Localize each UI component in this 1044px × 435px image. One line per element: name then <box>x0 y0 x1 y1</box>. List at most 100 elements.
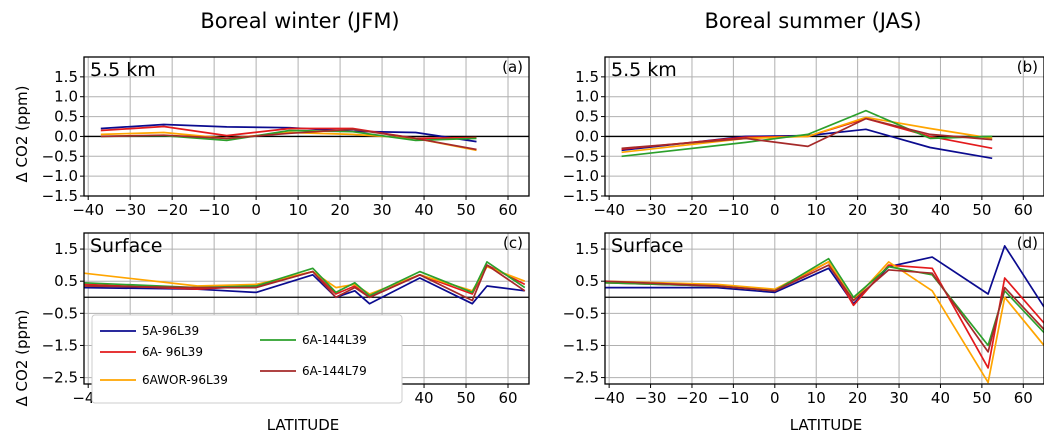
y-axis-label-upper: Δ CO2 (ppm) <box>13 86 31 183</box>
x-tick-label: 0 <box>770 201 780 219</box>
y-tick-label: −2.5 <box>563 369 599 387</box>
y-tick-label: 1.5 <box>54 68 78 86</box>
legend-label: 6A-144L79 <box>302 364 367 378</box>
series-line-6a-144l39 <box>84 261 526 297</box>
panel-0: −40 −30 −20 −10 0 10 20 30 40 50 60 1.5 1.0 0.50.0 −0.… <box>42 56 530 219</box>
x-tick-label: 40 <box>931 201 950 219</box>
x-tick-label: −30 <box>114 201 146 219</box>
y-tick-label: 1.5 <box>54 240 78 258</box>
y-tick-label: 0.5 <box>575 272 599 290</box>
panel-frame <box>83 56 530 197</box>
y-tick-label: −0.5 <box>42 147 78 165</box>
series-group <box>605 245 1044 384</box>
x-tick-label: 60 <box>1014 201 1033 219</box>
legend: 5A-96L39 6A- 96L39 6AWOR-96L39 6A-144L39 6A-… <box>91 314 403 404</box>
y-tick-label: 1.5 <box>575 68 599 86</box>
x-tick-label: −10 <box>198 201 230 219</box>
y-tick-label: 1.0 <box>54 88 78 106</box>
x-tick-label: 40 <box>415 389 434 407</box>
x-tick-label: 0 <box>770 389 780 407</box>
panel-frame <box>604 232 1044 385</box>
x-axis-label-left: LATITUDE <box>267 416 340 434</box>
x-tick-label: 60 <box>1014 389 1033 407</box>
x-tick-label: 30 <box>890 201 909 219</box>
x-tick-label: 50 <box>456 389 475 407</box>
x-tick-label: 60 <box>498 201 517 219</box>
x-tick-label: 10 <box>807 389 826 407</box>
series-group <box>100 123 477 152</box>
y-tick-label: −2.5 <box>42 369 78 387</box>
y-tick-label: 1.5 <box>575 240 599 258</box>
x-tick-label: 30 <box>890 389 909 407</box>
panel-level-label: Surface <box>611 235 683 257</box>
x-tick-label: 50 <box>456 201 475 219</box>
column-title-winter: Boreal winter (JFM) <box>200 9 399 33</box>
y-tick-label: −1.0 <box>42 167 78 185</box>
y-axis-label-lower: Δ CO2 (ppm) <box>13 310 31 407</box>
x-tick-label: 60 <box>498 389 517 407</box>
y-tick-label: −0.5 <box>563 304 599 322</box>
y-tick-label: −0.5 <box>563 147 599 165</box>
legend-frame <box>91 314 403 404</box>
y-tick-label: −0.5 <box>42 304 78 322</box>
series-line-6awor-96l39 <box>605 261 1044 384</box>
x-tick-label: 10 <box>807 201 826 219</box>
y-tick-label: −1.5 <box>42 336 78 354</box>
y-tick-label: 0.5 <box>54 108 78 126</box>
y-tick-label: −1.0 <box>563 167 599 185</box>
x-tick-label: 20 <box>848 389 867 407</box>
series-line-6a-144l79 <box>605 264 1044 353</box>
series-line-6a-144l79 <box>100 128 477 151</box>
panel-3: −40 −30 −20 −10 0 10 20 30 40 50 60 1.5 0.5 −0.5 −1.5 −… <box>563 232 1044 407</box>
x-tick-label: 10 <box>289 201 308 219</box>
x-tick-label: −30 <box>635 389 667 407</box>
y-tick-label: −1.5 <box>563 187 599 205</box>
x-tick-label: 30 <box>373 201 392 219</box>
panel-letter-label: (d) <box>1017 234 1038 252</box>
series-group <box>84 261 526 305</box>
x-tick-label: −40 <box>72 201 104 219</box>
series-line-6a-144l79 <box>621 117 993 150</box>
panel-letter-label: (c) <box>503 234 523 252</box>
column-title-summer: Boreal summer (JAS) <box>704 9 921 33</box>
legend-label: 6AWOR-96L39 <box>142 373 228 387</box>
x-tick-label: −20 <box>676 201 708 219</box>
panel-frame <box>604 56 1044 197</box>
x-tick-label: −30 <box>635 201 667 219</box>
y-tick-label: −1.5 <box>42 187 78 205</box>
series-group <box>621 109 993 160</box>
series-line-6a-144l39 <box>621 109 993 158</box>
x-tick-label: 20 <box>848 201 867 219</box>
series-line-6a-96l39 <box>605 261 1044 369</box>
x-tick-label: 50 <box>972 201 991 219</box>
panel-level-label: Surface <box>90 235 162 257</box>
panel-level-label: 5.5 km <box>611 59 677 81</box>
x-tick-label: −10 <box>718 389 750 407</box>
legend-label: 6A- 96L39 <box>142 345 203 359</box>
x-tick-label: 40 <box>931 389 950 407</box>
series-line-5a-96l39 <box>84 273 525 305</box>
x-tick-label: −40 <box>593 389 625 407</box>
legend-label: 5A-96L39 <box>142 324 199 338</box>
panel-letter-label: (a) <box>502 58 523 76</box>
x-tick-label: 40 <box>415 201 434 219</box>
x-tick-label: −20 <box>156 201 188 219</box>
x-tick-label: 20 <box>331 201 350 219</box>
y-tick-label: 0.0 <box>575 127 599 145</box>
series-line-6a-144l79 <box>84 264 526 302</box>
x-axis-label-right: LATITUDE <box>790 416 863 434</box>
x-tick-label: −40 <box>593 201 625 219</box>
y-tick-label: 0.5 <box>575 108 599 126</box>
legend-label: 6A-144L39 <box>302 333 367 347</box>
x-tick-label: −20 <box>676 389 708 407</box>
series-line-6a-144l39 <box>605 257 1044 347</box>
x-tick-label: −10 <box>718 201 750 219</box>
x-tick-label: 50 <box>972 389 991 407</box>
y-tick-label: 0.0 <box>54 127 78 145</box>
panel-letter-label: (b) <box>1017 58 1038 76</box>
panel-level-label: 5.5 km <box>90 59 156 81</box>
x-tick-label: 0 <box>251 201 261 219</box>
panel-1: −40 −30 −20 −10 0 10 20 30 40 50 60 1.5 1.0 0.50.0 −0.… <box>563 56 1044 219</box>
y-tick-label: 1.0 <box>575 88 599 106</box>
